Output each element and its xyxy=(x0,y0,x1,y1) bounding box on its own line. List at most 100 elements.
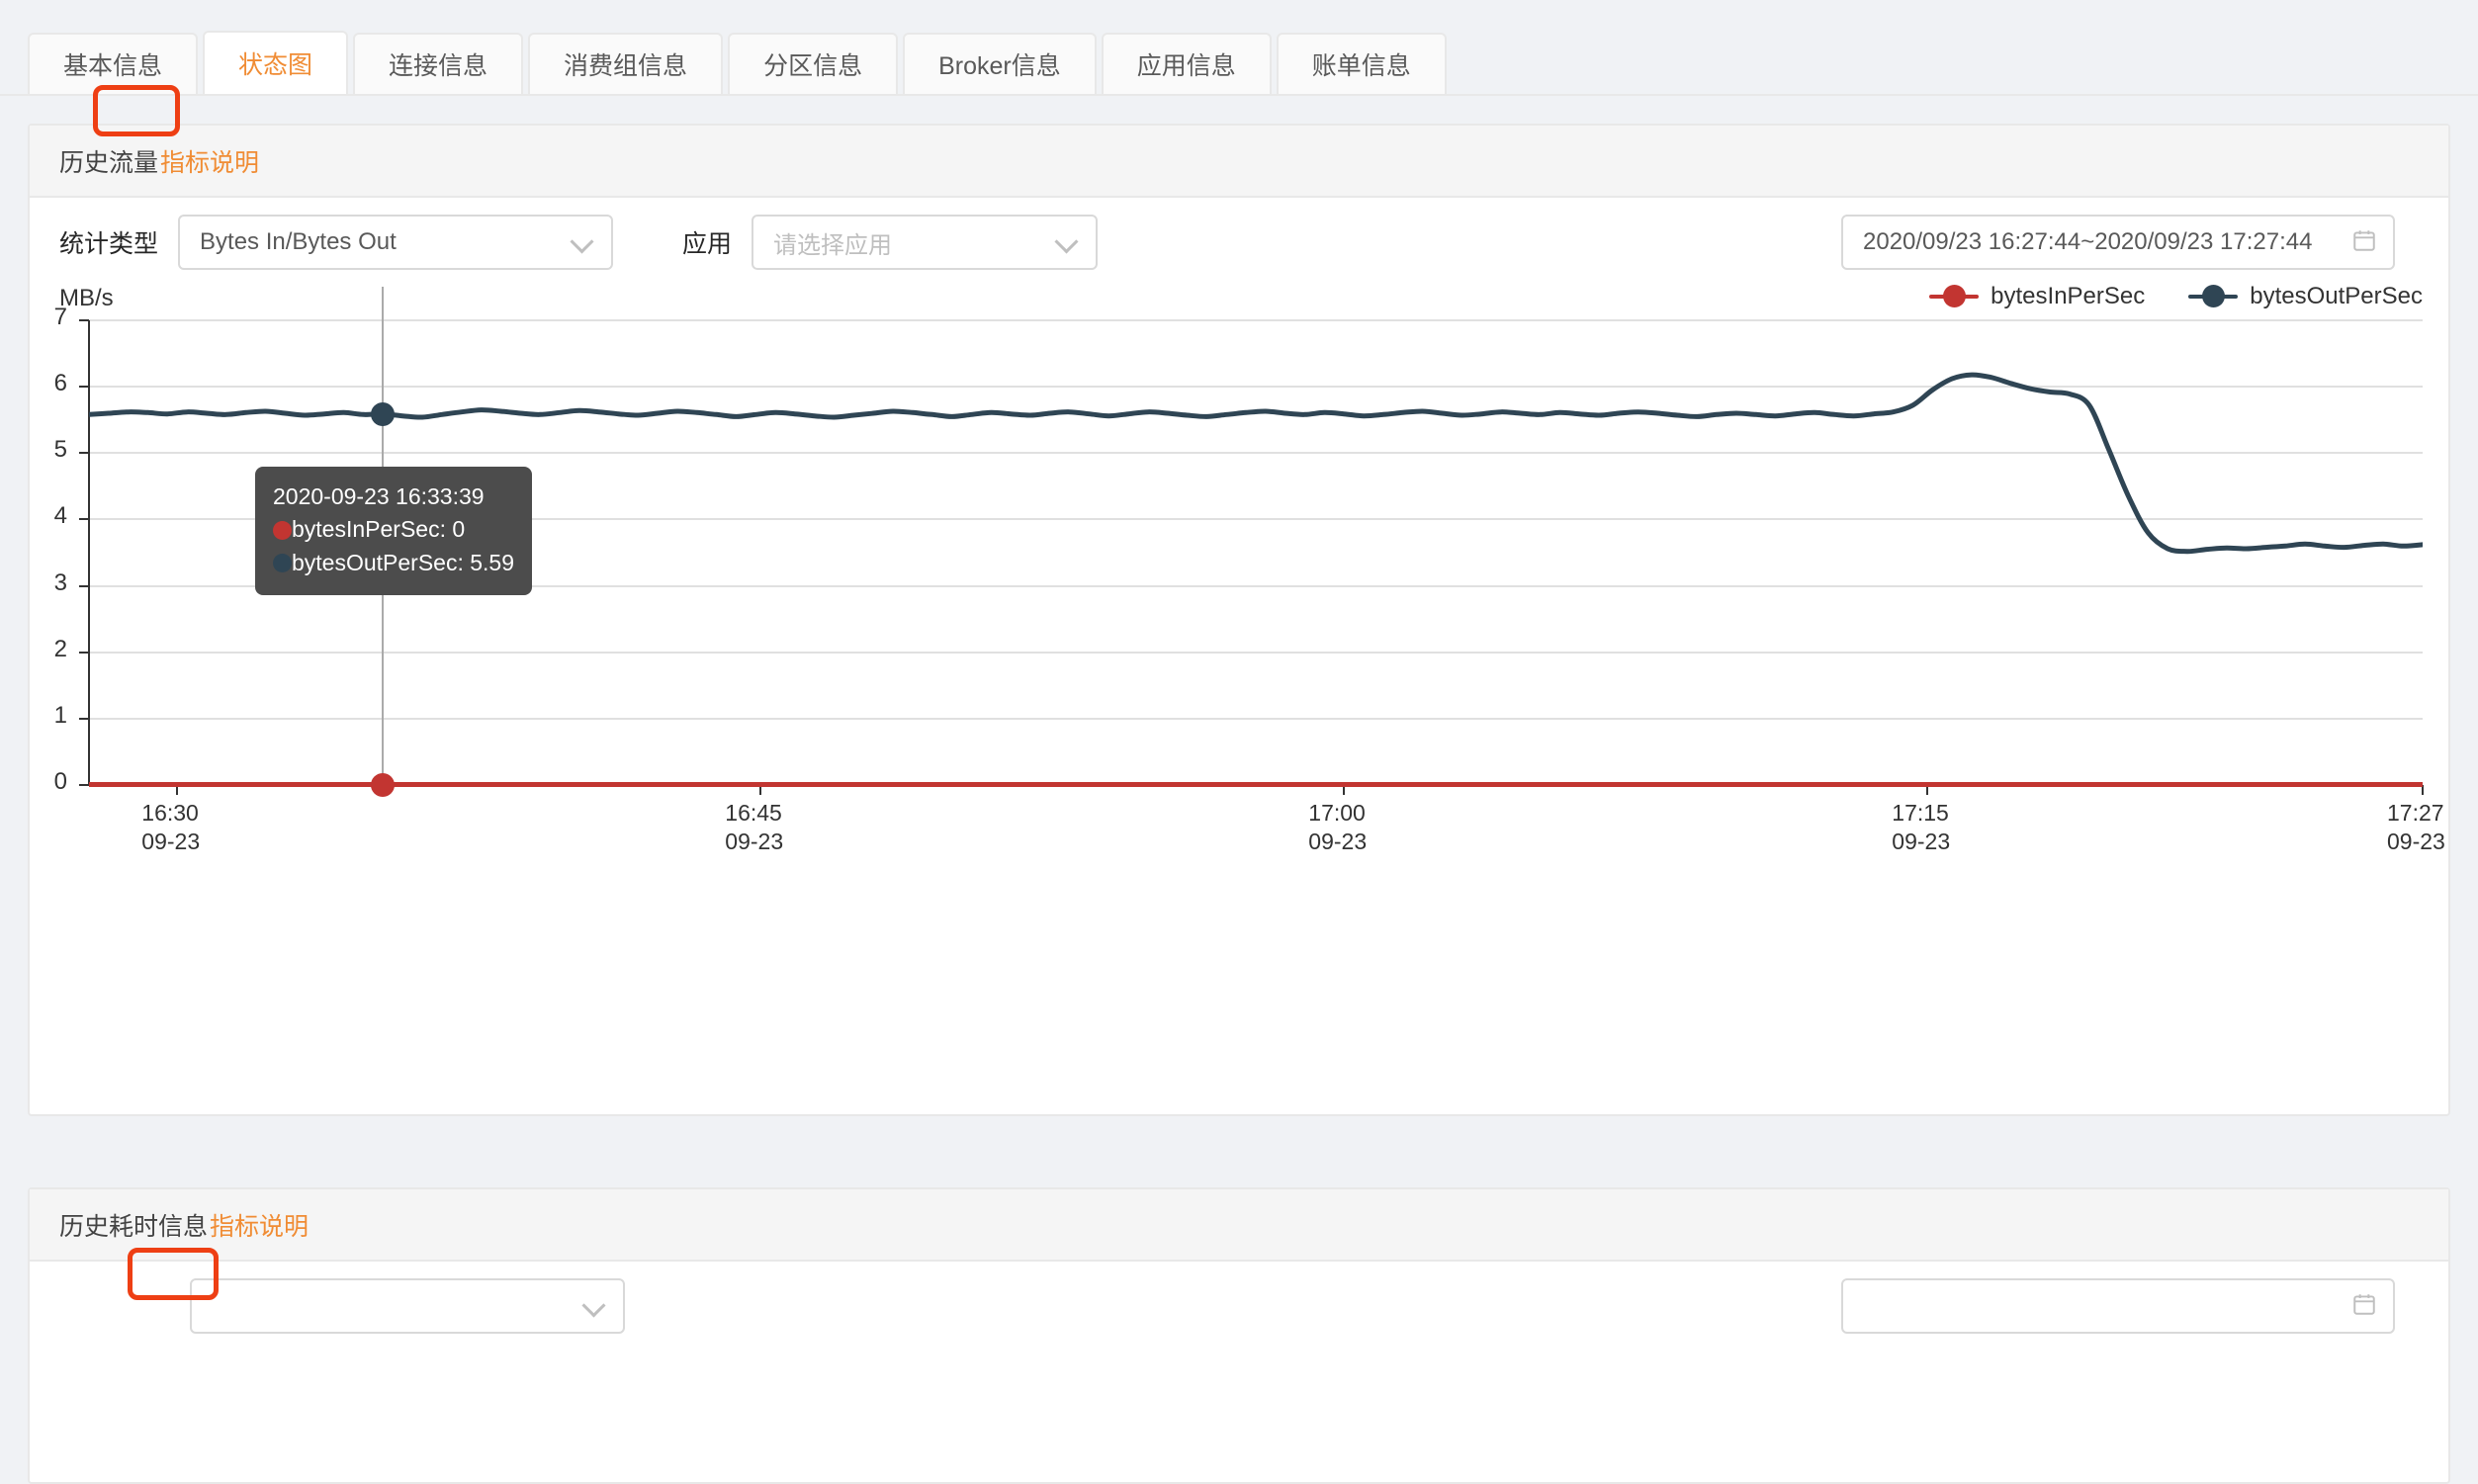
traffic-metric-desc-link[interactable]: 指标说明 xyxy=(160,148,260,177)
latency-stat-type-select[interactable] xyxy=(190,1278,625,1334)
y-tick-label: 2 xyxy=(53,635,67,662)
tab-2[interactable]: 连接信息 xyxy=(353,33,524,94)
traffic-card-title: 历史流量 xyxy=(59,148,159,177)
tab-3[interactable]: 消费组信息 xyxy=(528,33,724,94)
stat-type-select[interactable]: Bytes In/Bytes Out xyxy=(178,215,614,270)
tooltip-row-bytes-out: bytesOutPerSec: 5.59 xyxy=(273,547,514,579)
chevron-down-icon xyxy=(1056,231,1078,253)
chevron-down-icon xyxy=(572,231,593,253)
calendar-icon xyxy=(2351,1291,2377,1322)
legend-label: bytesOutPerSec xyxy=(2250,283,2423,309)
tab-7[interactable]: 账单信息 xyxy=(1276,33,1447,94)
history-latency-card: 历史耗时信息 指标说明 xyxy=(28,1187,2450,1484)
traffic-chart: MB/s bytesInPerSec bytesOutPerSec 0 1 2 3 4 5… xyxy=(30,283,2448,854)
tab-5[interactable]: Broker信息 xyxy=(903,33,1097,94)
x-tick-label: 17:27 09-23 xyxy=(2387,799,2445,856)
y-tick xyxy=(79,584,89,587)
x-tick xyxy=(1343,785,1346,795)
x-tick-date: 09-23 xyxy=(1892,828,1951,854)
date-range-picker[interactable]: 2020/09/23 16:27:44~2020/09/23 17:27:44 xyxy=(1841,215,2395,270)
x-tick-label: 17:15 09-23 xyxy=(1892,799,1950,856)
y-gridline xyxy=(89,584,2423,587)
tab-0[interactable]: 基本信息 xyxy=(28,33,199,94)
y-tick xyxy=(79,784,89,786)
tab-list: 基本信息 状态图 连接信息 消费组信息 分区信息 Broker信息 应用信息 账单信息 xyxy=(28,31,1452,94)
y-tick-label: 4 xyxy=(53,502,67,530)
stat-type-label: 统计类型 xyxy=(59,230,159,258)
tooltip-row-bytes-in: bytesInPerSec: 0 xyxy=(273,513,514,546)
y-tick xyxy=(79,319,89,321)
y-tick-label: 6 xyxy=(53,370,67,397)
tab-4[interactable]: 分区信息 xyxy=(728,33,899,94)
tab-label: 消费组信息 xyxy=(564,52,688,80)
x-tick-label: 17:00 09-23 xyxy=(1308,799,1367,856)
y-gridline xyxy=(89,319,2423,321)
chart-plot-area: 0 1 2 3 4 5 6 7 16:30 09-23 16:45 09-23 17:00 09-23 17… xyxy=(54,287,2445,854)
series-dot-icon xyxy=(273,553,292,572)
legend-marker-icon xyxy=(1929,285,1980,308)
y-gridline xyxy=(89,452,2423,455)
chart-marker-bytesOutPerSec xyxy=(371,401,396,426)
x-tick-time: 17:27 xyxy=(2387,800,2444,826)
x-tick-date: 09-23 xyxy=(725,828,784,854)
app-select[interactable]: 请选择应用 xyxy=(752,215,1099,270)
tab-1[interactable]: 状态图 xyxy=(203,31,349,94)
x-tick-time: 16:30 xyxy=(141,800,199,826)
tab-label: 账单信息 xyxy=(1311,52,1411,80)
traffic-filter-row: 统计类型 Bytes In/Bytes Out 应用 请选择应用 2020/09… xyxy=(30,198,2448,287)
chart-tooltip: 2020-09-23 16:33:39 bytesInPerSec: 0 byt… xyxy=(255,467,533,596)
traffic-card-header: 历史流量 指标说明 xyxy=(30,126,2448,198)
tab-label: 状态图 xyxy=(238,51,313,79)
y-axis-unit: MB/s xyxy=(59,285,114,311)
app-label: 应用 xyxy=(682,230,733,258)
x-tick xyxy=(2422,785,2424,795)
x-tick-time: 16:45 xyxy=(725,800,782,826)
chevron-down-icon xyxy=(583,1295,605,1317)
y-gridline xyxy=(89,386,2423,389)
x-tick xyxy=(176,785,179,795)
x-tick-label: 16:45 09-23 xyxy=(725,799,783,856)
y-gridline xyxy=(89,518,2423,521)
legend-item-bytesOutPerSec[interactable]: bytesOutPerSec xyxy=(2188,283,2423,310)
x-tick xyxy=(759,785,762,795)
latency-card-header: 历史耗时信息 指标说明 xyxy=(30,1189,2448,1262)
tooltip-time: 2020-09-23 16:33:39 xyxy=(273,483,485,509)
stat-type-value: Bytes In/Bytes Out xyxy=(200,228,397,255)
calendar-icon xyxy=(2351,227,2377,258)
y-tick-label: 0 xyxy=(53,768,67,795)
series-line-bytesOutPerSec xyxy=(89,372,2423,555)
latency-filter-row xyxy=(30,1262,2448,1351)
y-tick-label: 1 xyxy=(53,701,67,729)
y-tick xyxy=(79,518,89,521)
x-tick-time: 17:15 xyxy=(1892,800,1949,826)
tab-6[interactable]: 应用信息 xyxy=(1101,33,1272,94)
latency-metric-desc-link[interactable]: 指标说明 xyxy=(210,1212,310,1241)
x-tick xyxy=(1926,785,1929,795)
app-group: 应用 请选择应用 xyxy=(682,215,1099,270)
chart-series-svg xyxy=(89,372,2423,787)
x-tick-date: 09-23 xyxy=(2387,828,2445,854)
x-tick-label: 16:30 09-23 xyxy=(141,799,200,856)
y-tick xyxy=(79,717,89,720)
y-tick-label: 7 xyxy=(53,304,67,330)
legend-marker-icon xyxy=(2188,285,2239,308)
y-gridline xyxy=(89,717,2423,720)
chart-marker-bytesInPerSec xyxy=(371,773,396,797)
latency-card-title: 历史耗时信息 xyxy=(59,1212,209,1241)
tab-label: 应用信息 xyxy=(1136,52,1236,80)
tab-label: 连接信息 xyxy=(389,52,488,80)
stat-type-group: 统计类型 Bytes In/Bytes Out xyxy=(59,215,614,270)
legend-item-bytesInPerSec[interactable]: bytesInPerSec xyxy=(1929,283,2145,310)
history-traffic-card: 历史流量 指标说明 统计类型 Bytes In/Bytes Out 应用 请选择… xyxy=(28,124,2450,1116)
tab-label: 分区信息 xyxy=(763,52,863,80)
app-placeholder: 请选择应用 xyxy=(773,231,893,259)
tab-label: 基本信息 xyxy=(63,52,163,80)
x-tick-date: 09-23 xyxy=(1308,828,1368,854)
legend-label: bytesInPerSec xyxy=(1991,283,2146,309)
tab-bar: 基本信息 状态图 连接信息 消费组信息 分区信息 Broker信息 应用信息 账单信息 xyxy=(0,0,2478,96)
date-range-value: 2020/09/23 16:27:44~2020/09/23 17:27:44 xyxy=(1863,228,2313,255)
y-tick xyxy=(79,651,89,654)
y-tick xyxy=(79,452,89,455)
latency-date-range-picker[interactable] xyxy=(1841,1278,2395,1334)
y-axis-line xyxy=(88,320,90,785)
